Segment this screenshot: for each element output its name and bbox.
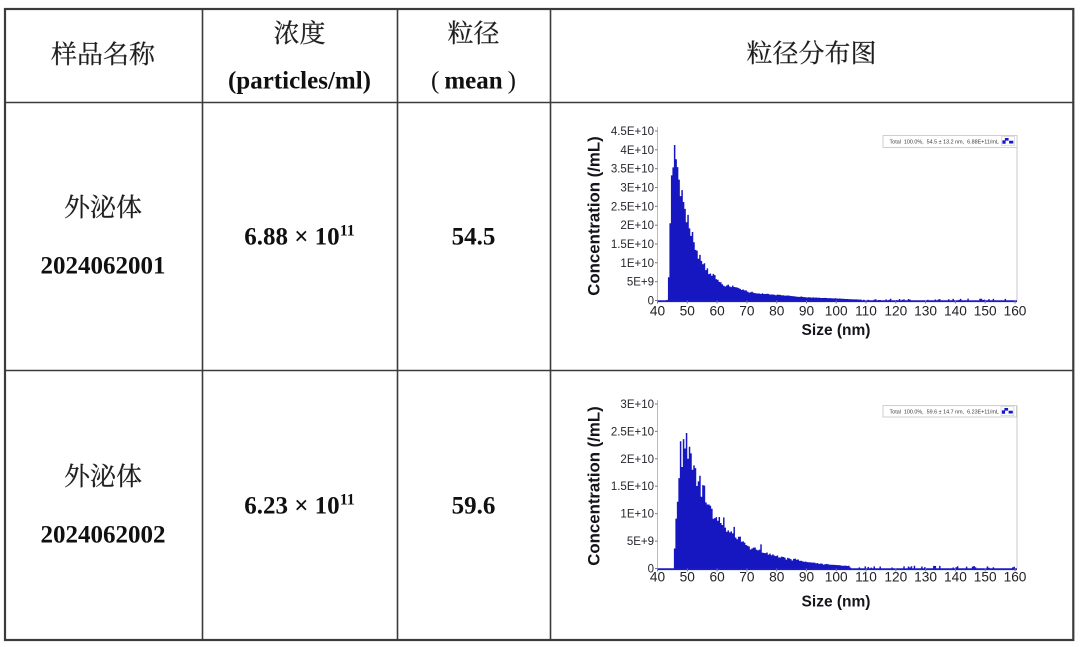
svg-text:0: 0 [648,564,654,576]
svg-text:1.5E+10: 1.5E+10 [611,481,654,493]
svg-text:4E+10: 4E+10 [620,145,654,157]
svg-text:120: 120 [884,304,907,319]
svg-text:2.5E+10: 2.5E+10 [611,201,654,213]
svg-text:Size (nm): Size (nm) [802,322,871,339]
svg-text:(particles/ml): (particles/ml) [228,68,371,95]
svg-text:160: 160 [1004,304,1027,319]
svg-text:160: 160 [1004,570,1027,585]
svg-text:3E+10: 3E+10 [620,399,654,411]
svg-text:6.88 × 1011: 6.88 × 1011 [244,223,355,251]
svg-text:70: 70 [739,304,755,319]
svg-text:100: 100 [825,304,848,319]
svg-text:60: 60 [709,570,725,585]
svg-text:3.5E+10: 3.5E+10 [611,164,654,176]
svg-text:50: 50 [680,570,696,585]
svg-text:110: 110 [855,570,877,585]
svg-text:150: 150 [974,570,997,585]
svg-text:70: 70 [739,570,755,585]
svg-text:1.5E+10: 1.5E+10 [611,239,654,251]
svg-text:Concentration (/mL): Concentration (/mL) [585,406,604,565]
svg-text:Total 100.0%, 59.6 ± 14.7 nm: Total 100.0%, 59.6 ± 14.7 nm, 6.23E+11/m… [890,409,999,415]
svg-text:5E+9: 5E+9 [627,277,654,289]
svg-text:80: 80 [769,304,785,319]
svg-text:140: 140 [944,570,967,585]
svg-text:1E+10: 1E+10 [620,258,654,270]
svg-text:Total 100.0%, 54.5 ± 13.2 nm: Total 100.0%, 54.5 ± 13.2 nm, 6.88E+11/m… [890,139,999,145]
svg-text:2E+10: 2E+10 [620,454,654,466]
svg-text:40: 40 [650,570,666,585]
svg-text:2.5E+10: 2.5E+10 [611,426,654,438]
svg-text:60: 60 [709,304,725,319]
svg-text:40: 40 [650,304,666,319]
svg-text:6.23 × 1011: 6.23 × 1011 [244,492,355,520]
svg-text:( mean ): ( mean ) [431,68,516,95]
svg-text:80: 80 [769,570,785,585]
svg-text:130: 130 [914,304,937,319]
svg-text:2024062002: 2024062002 [41,522,166,549]
svg-text:5E+9: 5E+9 [627,536,654,548]
svg-text:50: 50 [680,304,696,319]
svg-text:140: 140 [944,304,967,319]
svg-text:54.5: 54.5 [452,224,496,251]
svg-text:59.6: 59.6 [452,493,496,520]
svg-text:90: 90 [799,304,815,319]
svg-text:4.5E+10: 4.5E+10 [611,126,654,138]
svg-text:2024062001: 2024062001 [41,253,166,280]
svg-text:120: 120 [884,570,907,585]
svg-text:3E+10: 3E+10 [620,183,654,195]
svg-text:1E+10: 1E+10 [620,509,654,521]
svg-text:Concentration (/mL): Concentration (/mL) [585,136,604,295]
svg-text:90: 90 [799,570,815,585]
svg-text:110: 110 [855,304,877,319]
svg-text:100: 100 [825,570,848,585]
svg-text:2E+10: 2E+10 [620,220,654,232]
svg-text:0: 0 [648,296,654,308]
svg-text:150: 150 [974,304,997,319]
svg-text:Size (nm): Size (nm) [802,594,871,611]
svg-text:130: 130 [914,570,937,585]
